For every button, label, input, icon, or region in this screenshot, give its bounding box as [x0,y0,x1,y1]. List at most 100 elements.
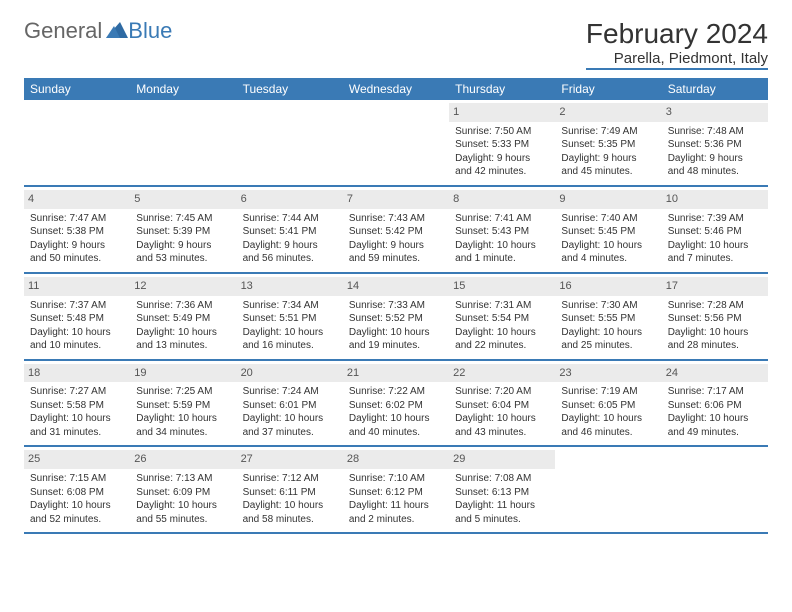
day-details: Sunrise: 7:13 AMSunset: 6:09 PMDaylight:… [136,472,230,526]
sunset-text: Sunset: 5:54 PM [455,312,549,326]
day-number: 22 [449,364,555,383]
sunset-text: Sunset: 5:46 PM [668,225,762,239]
sunrise-text: Sunrise: 7:41 AM [455,212,549,226]
calendar-day: 19Sunrise: 7:25 AMSunset: 5:59 PMDayligh… [130,361,236,446]
sunrise-text: Sunrise: 7:44 AM [243,212,337,226]
logo: General Blue [24,18,172,44]
sunset-text: Sunset: 5:41 PM [243,225,337,239]
daylight-text: Daylight: 10 hours and 10 minutes. [30,326,124,353]
day-details: Sunrise: 7:31 AMSunset: 5:54 PMDaylight:… [455,299,549,353]
sunrise-text: Sunrise: 7:25 AM [136,385,230,399]
page-title: February 2024 [586,18,768,50]
sunrise-text: Sunrise: 7:36 AM [136,299,230,313]
sunset-text: Sunset: 5:51 PM [243,312,337,326]
daylight-text: Daylight: 9 hours and 56 minutes. [243,239,337,266]
sunrise-text: Sunrise: 7:30 AM [561,299,655,313]
calendar-day [24,100,130,185]
day-details: Sunrise: 7:33 AMSunset: 5:52 PMDaylight:… [349,299,443,353]
day-number: 2 [555,103,661,122]
daylight-text: Daylight: 9 hours and 53 minutes. [136,239,230,266]
day-header: Saturday [662,78,768,100]
sunrise-text: Sunrise: 7:19 AM [561,385,655,399]
sunrise-text: Sunrise: 7:12 AM [243,472,337,486]
day-details: Sunrise: 7:12 AMSunset: 6:11 PMDaylight:… [243,472,337,526]
daylight-text: Daylight: 10 hours and 25 minutes. [561,326,655,353]
day-header: Tuesday [237,78,343,100]
day-number: 16 [555,277,661,296]
logo-text-general: General [24,18,102,44]
sunrise-text: Sunrise: 7:33 AM [349,299,443,313]
daylight-text: Daylight: 10 hours and 55 minutes. [136,499,230,526]
day-number: 3 [662,103,768,122]
day-number: 7 [343,190,449,209]
sunrise-text: Sunrise: 7:28 AM [668,299,762,313]
calendar-week: 11Sunrise: 7:37 AMSunset: 5:48 PMDayligh… [24,274,768,361]
sunset-text: Sunset: 5:35 PM [561,138,655,152]
day-details: Sunrise: 7:48 AMSunset: 5:36 PMDaylight:… [668,125,762,179]
day-details: Sunrise: 7:49 AMSunset: 5:35 PMDaylight:… [561,125,655,179]
calendar-day: 2 Sunrise: 7:49 AMSunset: 5:35 PMDaylight… [555,100,661,185]
sunrise-text: Sunrise: 7:24 AM [243,385,337,399]
sunset-text: Sunset: 5:58 PM [30,399,124,413]
calendar-day: 3 Sunrise: 7:48 AMSunset: 5:36 PMDaylight… [662,100,768,185]
page-header: General Blue February 2024 Parella, Pied… [24,18,768,70]
daylight-text: Daylight: 9 hours and 45 minutes. [561,152,655,179]
calendar-day: 6Sunrise: 7:44 AMSunset: 5:41 PMDaylight… [237,187,343,272]
day-number: 14 [343,277,449,296]
sunset-text: Sunset: 5:55 PM [561,312,655,326]
sunset-text: Sunset: 5:52 PM [349,312,443,326]
day-details: Sunrise: 7:50 AMSunset: 5:33 PMDaylight:… [455,125,549,179]
daylight-text: Daylight: 10 hours and 49 minutes. [668,412,762,439]
day-header: Sunday [24,78,130,100]
day-details: Sunrise: 7:44 AMSunset: 5:41 PMDaylight:… [243,212,337,266]
calendar-week: 25 Sunrise: 7:15 AMSunset: 6:08 PMDayligh… [24,447,768,534]
day-number: 18 [24,364,130,383]
calendar-day: 17Sunrise: 7:28 AMSunset: 5:56 PMDayligh… [662,274,768,359]
day-details: Sunrise: 7:15 AMSunset: 6:08 PMDaylight:… [30,472,124,526]
daylight-text: Daylight: 10 hours and 22 minutes. [455,326,549,353]
calendar-day: 12Sunrise: 7:36 AMSunset: 5:49 PMDayligh… [130,274,236,359]
day-number: 5 [130,190,236,209]
sunset-text: Sunset: 5:36 PM [668,138,762,152]
calendar-day: 8Sunrise: 7:41 AMSunset: 5:43 PMDaylight… [449,187,555,272]
sunrise-text: Sunrise: 7:08 AM [455,472,549,486]
day-number: 26 [130,450,236,469]
daylight-text: Daylight: 10 hours and 28 minutes. [668,326,762,353]
calendar-day: 22Sunrise: 7:20 AMSunset: 6:04 PMDayligh… [449,361,555,446]
calendar-week: 1Sunrise: 7:50 AMSunset: 5:33 PMDaylight… [24,100,768,187]
sunrise-text: Sunrise: 7:15 AM [30,472,124,486]
sunrise-text: Sunrise: 7:34 AM [243,299,337,313]
daylight-text: Daylight: 10 hours and 1 minute. [455,239,549,266]
calendar-day: 11Sunrise: 7:37 AMSunset: 5:48 PMDayligh… [24,274,130,359]
sunrise-text: Sunrise: 7:20 AM [455,385,549,399]
calendar-day-headers: Sunday Monday Tuesday Wednesday Thursday… [24,78,768,100]
location-text: Parella, Piedmont, Italy [614,50,768,67]
day-details: Sunrise: 7:17 AMSunset: 6:06 PMDaylight:… [668,385,762,439]
day-number: 10 [662,190,768,209]
day-number: 12 [130,277,236,296]
daylight-text: Daylight: 10 hours and 46 minutes. [561,412,655,439]
day-number: 4 [24,190,130,209]
daylight-text: Daylight: 9 hours and 48 minutes. [668,152,762,179]
day-details: Sunrise: 7:22 AMSunset: 6:02 PMDaylight:… [349,385,443,439]
sunrise-text: Sunrise: 7:22 AM [349,385,443,399]
day-details: Sunrise: 7:24 AMSunset: 6:01 PMDaylight:… [243,385,337,439]
sunset-text: Sunset: 5:33 PM [455,138,549,152]
day-details: Sunrise: 7:41 AMSunset: 5:43 PMDaylight:… [455,212,549,266]
sunset-text: Sunset: 5:38 PM [30,225,124,239]
day-details: Sunrise: 7:45 AMSunset: 5:39 PMDaylight:… [136,212,230,266]
sunrise-text: Sunrise: 7:17 AM [668,385,762,399]
day-number: 25 [24,450,130,469]
logo-text-blue: Blue [128,18,172,44]
sunrise-text: Sunrise: 7:48 AM [668,125,762,139]
sunset-text: Sunset: 6:05 PM [561,399,655,413]
calendar-day: 26 Sunrise: 7:13 AMSunset: 6:09 PMDayligh… [130,447,236,532]
calendar-day: 13Sunrise: 7:34 AMSunset: 5:51 PMDayligh… [237,274,343,359]
sunset-text: Sunset: 6:04 PM [455,399,549,413]
day-number: 20 [237,364,343,383]
calendar-day [555,447,661,532]
daylight-text: Daylight: 10 hours and 13 minutes. [136,326,230,353]
sunrise-text: Sunrise: 7:50 AM [455,125,549,139]
daylight-text: Daylight: 10 hours and 58 minutes. [243,499,337,526]
sunset-text: Sunset: 5:48 PM [30,312,124,326]
